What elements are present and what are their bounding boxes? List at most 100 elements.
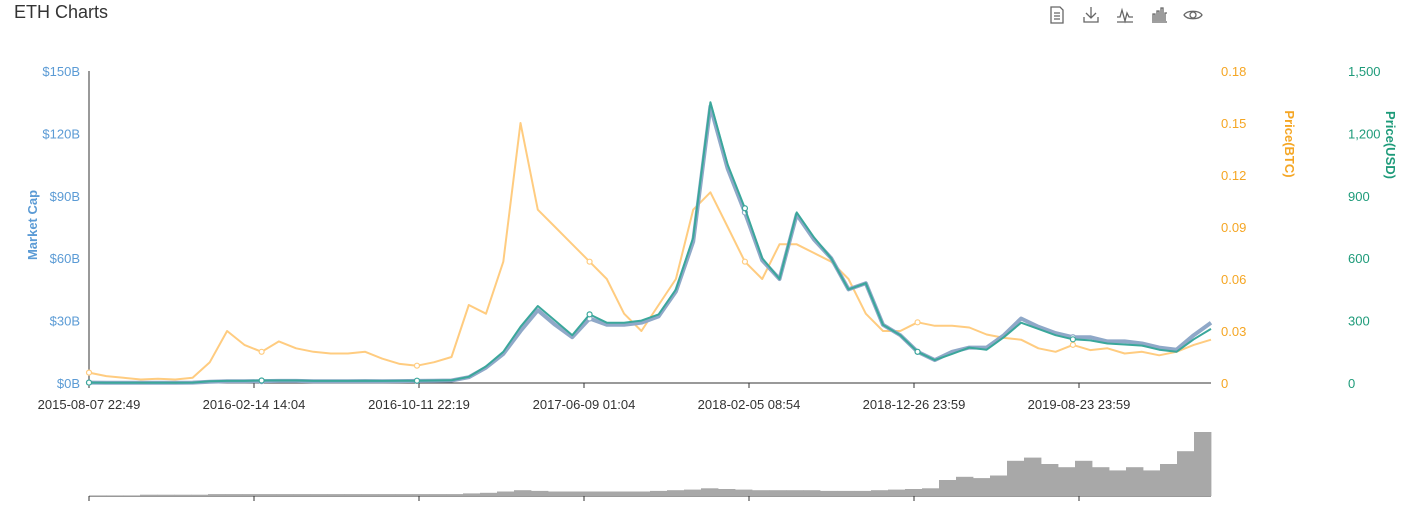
y-tick-price-btc: 0.15	[1221, 116, 1246, 131]
series-line-price-btc	[88, 122, 1212, 381]
volume-bar	[1143, 470, 1161, 496]
volume-bar	[497, 491, 515, 496]
volume-bar	[956, 476, 974, 496]
volume-bar	[310, 494, 328, 496]
volume-bar	[735, 489, 753, 496]
volume-bar	[1075, 460, 1093, 496]
volume-bar	[854, 490, 872, 496]
volume-bar	[174, 494, 192, 496]
series-line-price-usd-point	[586, 311, 593, 318]
series-line-price-btc-point	[258, 348, 265, 355]
y-axis-title-price-btc: Price(BTC)	[1282, 110, 1297, 177]
series-line-price-usd-point	[258, 377, 265, 384]
volume-bar	[752, 490, 770, 496]
y-tick-price-btc: 0.09	[1221, 220, 1246, 235]
y-tick-market-cap: $0B	[57, 376, 80, 391]
y-tick-price-btc: 0.12	[1221, 168, 1246, 183]
volume-bar	[1058, 467, 1076, 496]
data-view-icon[interactable]	[1046, 4, 1068, 26]
series-line-price-usd-point	[413, 377, 421, 384]
volume-bar	[667, 490, 685, 496]
volume-bar	[1177, 451, 1195, 496]
volume-bar	[514, 490, 532, 496]
volume-bar	[191, 494, 209, 496]
volume-bar	[429, 494, 447, 496]
volume-bar	[905, 489, 923, 496]
volume-bar	[871, 490, 889, 496]
volume-bar	[786, 490, 804, 496]
volume-bar	[701, 488, 719, 496]
series-line-price-usd-point	[85, 379, 93, 386]
y-tick-price-usd: 0	[1348, 376, 1355, 391]
chart-title: ETH Charts	[14, 2, 109, 22]
volume-bar	[327, 494, 345, 496]
y-tick-price-btc: 0.18	[1221, 64, 1246, 79]
volume-bar	[446, 494, 464, 496]
y-tick-price-usd: 900	[1348, 189, 1370, 204]
y-axis-title-market-cap: Market Cap	[25, 190, 40, 260]
series-line-price-usd-point	[1069, 336, 1077, 343]
y-tick-market-cap: $90B	[50, 189, 80, 204]
eye-icon[interactable]	[1182, 4, 1204, 26]
volume-bar	[89, 495, 107, 496]
y-tick-price-btc: 0.06	[1221, 272, 1246, 287]
y-tick-price-usd: 600	[1348, 251, 1370, 266]
volume-bar	[769, 490, 787, 496]
volume-bar	[361, 494, 379, 496]
series-line-price-usd	[88, 101, 1212, 384]
y-tick-market-cap: $150B	[42, 64, 80, 79]
volume-bar	[463, 493, 481, 496]
volume-bar	[888, 489, 906, 496]
volume-bar	[616, 491, 634, 496]
x-tick-label: 2015-08-07 22:49	[38, 397, 141, 412]
volume-bar	[684, 489, 702, 496]
volume-bar	[259, 494, 277, 496]
volume-bar	[1126, 467, 1144, 496]
volume-bar	[157, 494, 175, 496]
volume-bar	[1160, 464, 1178, 496]
volume-bar	[412, 494, 430, 496]
series-line-market-cap	[88, 104, 1213, 385]
volume-bar	[106, 495, 124, 496]
volume-bar	[548, 491, 566, 496]
volume-bar	[1109, 470, 1127, 496]
x-tick-label: 2018-02-05 08:54	[698, 397, 801, 412]
y-tick-price-usd: 1,500	[1348, 64, 1381, 79]
download-icon[interactable]	[1080, 4, 1102, 26]
y-tick-market-cap: $60B	[50, 251, 80, 266]
y-tick-price-usd: 1,200	[1348, 126, 1381, 141]
volume-bar	[565, 491, 583, 496]
y-tick-price-usd: 300	[1348, 314, 1370, 329]
y-tick-price-btc: 0.03	[1221, 324, 1246, 339]
volume-bar	[395, 494, 413, 496]
volume-bar	[803, 490, 821, 496]
volume-bar	[480, 492, 498, 496]
x-tick-label: 2016-10-11 22:19	[368, 397, 470, 412]
volume-bar	[123, 495, 141, 496]
volume-bar	[939, 480, 957, 496]
volume-bar	[276, 494, 294, 496]
line-switch-icon[interactable]	[1114, 4, 1136, 26]
volume-bar	[208, 494, 226, 496]
bar-switch-icon[interactable]	[1148, 4, 1170, 26]
volume-bar	[1024, 457, 1042, 496]
volume-bar	[718, 489, 736, 496]
series-line-price-btc-point	[413, 362, 421, 369]
volume-bar	[837, 490, 855, 496]
volume-bar	[633, 491, 651, 496]
series-line-price-btc-point	[85, 369, 93, 376]
volume-bar	[531, 490, 549, 496]
y-tick-market-cap: $120B	[42, 126, 80, 141]
y-tick-price-btc: 0	[1221, 376, 1228, 391]
volume-bar	[650, 490, 668, 496]
series-line-price-btc-point	[741, 258, 749, 265]
x-tick-label: 2017-06-09 01:04	[533, 397, 636, 412]
x-tick-label: 2016-02-14 14:04	[203, 397, 306, 412]
volume-bar	[225, 494, 243, 496]
series-line-price-btc-point	[586, 258, 593, 265]
volume-bar	[140, 494, 158, 496]
x-tick-label: 2019-08-23 23:59	[1028, 397, 1131, 412]
volume-bar	[293, 494, 311, 496]
volume-bar	[990, 475, 1008, 496]
